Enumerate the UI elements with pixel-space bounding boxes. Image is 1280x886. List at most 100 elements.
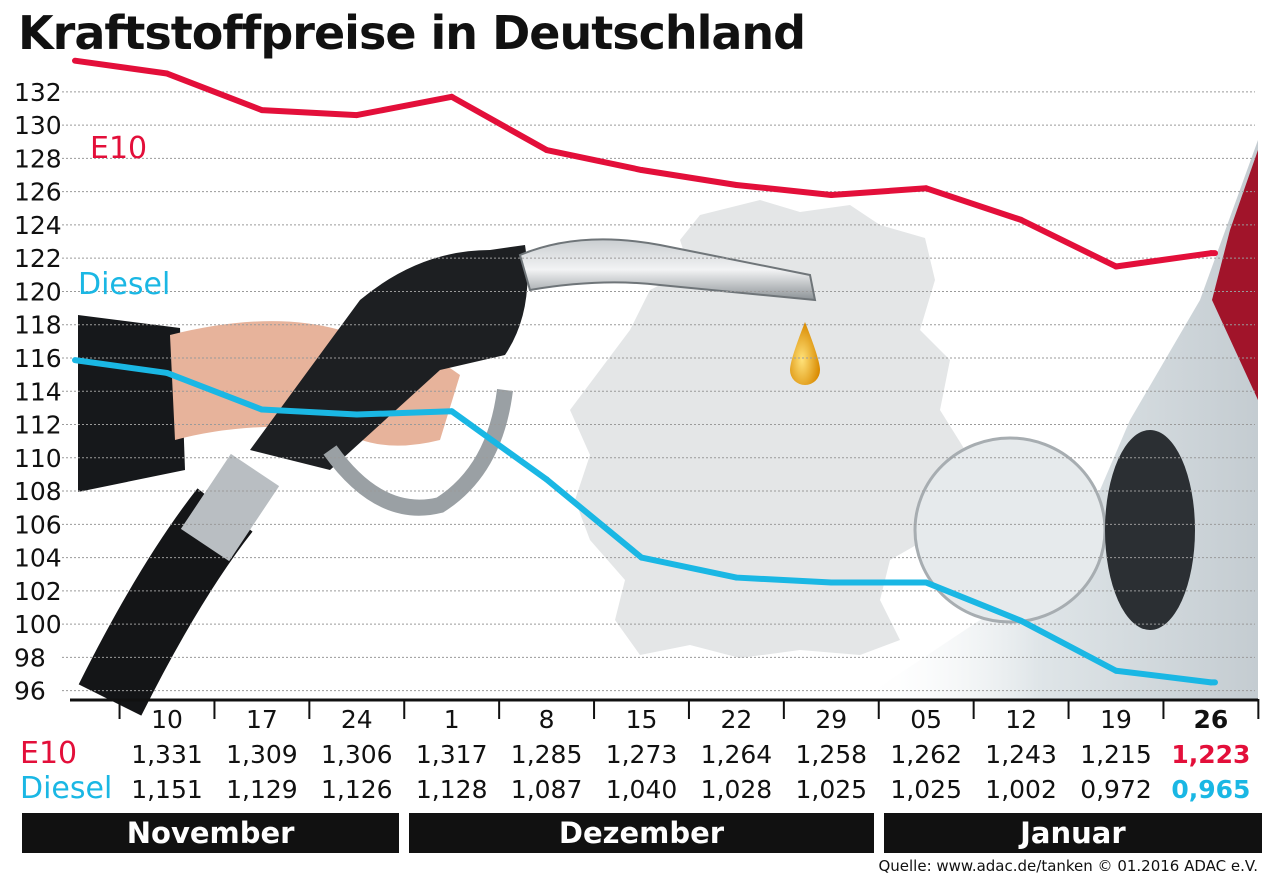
data-point-e10 xyxy=(638,167,645,174)
data-point-e10 xyxy=(828,191,835,198)
y-axis-ticks: 132 130 128 126 124 122 120 118 116 114 112 110 108 1… xyxy=(14,78,62,706)
data-label-e10: 1,309 xyxy=(226,740,298,769)
data-point-e10 xyxy=(353,112,360,119)
series-line-diesel xyxy=(72,357,1218,686)
car-taillight xyxy=(1212,150,1258,400)
month-bar-dezember: Dezember xyxy=(409,813,874,853)
fuel-flap xyxy=(913,436,1107,624)
data-point-diesel xyxy=(1113,667,1119,674)
data-point-diesel xyxy=(353,411,360,418)
month-bar-november: November xyxy=(22,813,400,853)
y-tick-label: 112 xyxy=(14,411,62,440)
x-tick-label: 05 xyxy=(910,705,942,734)
data-point-diesel xyxy=(733,574,740,581)
data-label-e10: 1,273 xyxy=(606,740,678,769)
y-tick-label: 100 xyxy=(14,610,62,639)
data-label-diesel: 1,129 xyxy=(226,775,298,804)
y-tick-label: 104 xyxy=(14,544,62,573)
data-label-diesel: 1,126 xyxy=(321,775,393,804)
data-point-diesel xyxy=(1207,679,1214,686)
data-point-e10 xyxy=(258,107,265,114)
data-point-e10 xyxy=(733,181,740,188)
x-tick-label: 15 xyxy=(626,705,658,734)
y-tick-label: 126 xyxy=(14,178,62,207)
x-tick-label: 12 xyxy=(1005,705,1037,734)
data-point-diesel xyxy=(543,476,550,483)
y-tick-label: 116 xyxy=(14,344,62,373)
germany-map-silhouette xyxy=(570,200,965,658)
data-label-e10: 1,243 xyxy=(985,740,1057,769)
data-label-diesel: 1,087 xyxy=(511,775,583,804)
x-tick-label: 10 xyxy=(151,705,183,734)
data-label-e10: 1,258 xyxy=(796,740,868,769)
data-point-diesel xyxy=(448,408,455,415)
data-point-e10 xyxy=(164,70,170,77)
hose-collar xyxy=(180,453,280,562)
data-point-diesel xyxy=(164,369,170,376)
y-tick-label: 132 xyxy=(14,78,62,107)
data-point-diesel xyxy=(258,406,265,413)
x-tick-label: 24 xyxy=(341,705,373,734)
series-label-e10: E10 xyxy=(90,131,147,166)
data-point-e10 xyxy=(923,185,930,192)
data-label-diesel: 1,025 xyxy=(890,775,962,804)
y-tick-label: 118 xyxy=(14,311,62,340)
data-point-e10 xyxy=(1207,250,1214,257)
data-label-e10: 1,264 xyxy=(701,740,773,769)
data-label-e10: 1,223 xyxy=(1171,740,1250,769)
x-tick-label: 17 xyxy=(246,705,278,734)
y-tick-label: 130 xyxy=(14,111,62,140)
nozzle-spout xyxy=(518,238,817,302)
data-label-e10: 1,331 xyxy=(131,740,203,769)
y-tick-label: 108 xyxy=(14,477,62,506)
data-point-diesel xyxy=(923,579,930,586)
source-note: Quelle: www.adac.de/tanken © 01.2016 ADA… xyxy=(878,857,1258,875)
chart-title: Kraftstoffpreise in Deutschland xyxy=(18,6,806,60)
data-label-e10: 1,215 xyxy=(1080,740,1152,769)
grid-lines xyxy=(62,91,1255,692)
x-axis: 10 17 24 1 8 15 22 29 05 12 19 26 xyxy=(70,698,1260,734)
row-label-diesel: Diesel xyxy=(20,771,113,806)
background-illustration xyxy=(78,140,1258,716)
y-tick-label: 106 xyxy=(14,510,62,539)
data-label-e10: 1,317 xyxy=(416,740,488,769)
data-point-diesel xyxy=(638,554,645,561)
x-tick-label: 22 xyxy=(720,705,752,734)
y-tick-label: 96 xyxy=(14,677,46,706)
fuel-drop-icon xyxy=(790,322,820,385)
y-tick-label: 114 xyxy=(14,377,62,406)
x-tick-label: 26 xyxy=(1194,705,1229,734)
data-label-diesel: 1,028 xyxy=(701,775,773,804)
month-bar-januar: Januar xyxy=(883,813,1262,853)
data-label-diesel: 1,128 xyxy=(416,775,488,804)
y-tick-label: 120 xyxy=(14,277,62,306)
data-label-diesel: 1,025 xyxy=(796,775,868,804)
data-label-diesel: 1,151 xyxy=(131,775,203,804)
fuel-tank-opening xyxy=(1105,430,1195,630)
data-point-e10 xyxy=(543,147,550,154)
data-label-e10: 1,285 xyxy=(511,740,583,769)
series-lines: E10 Diesel xyxy=(72,57,1218,686)
data-point-diesel xyxy=(1018,617,1025,624)
y-tick-label: 98 xyxy=(14,643,46,672)
data-label-diesel: 0,972 xyxy=(1080,775,1152,804)
value-rows: 1,331 1,309 1,306 1,317 1,285 1,273 1,264 1,258… xyxy=(131,740,1250,804)
y-tick-label: 122 xyxy=(14,244,62,273)
x-tick-label: 29 xyxy=(815,705,847,734)
data-point-e10 xyxy=(448,93,455,100)
data-label-diesel: 0,965 xyxy=(1171,775,1250,804)
x-tick-label: 8 xyxy=(539,705,555,734)
data-point-diesel xyxy=(828,579,835,586)
x-tick-label: 1 xyxy=(444,705,460,734)
data-label-diesel: 1,002 xyxy=(985,775,1057,804)
y-tick-label: 102 xyxy=(14,577,62,606)
suit-sleeve xyxy=(78,315,185,492)
data-point-e10 xyxy=(1113,263,1119,270)
data-label-e10: 1,262 xyxy=(890,740,962,769)
data-label-diesel: 1,040 xyxy=(606,775,678,804)
y-tick-label: 124 xyxy=(14,211,62,240)
data-point-e10 xyxy=(1018,216,1025,223)
x-tick-label: 19 xyxy=(1100,705,1132,734)
pump-trigger-guard xyxy=(323,388,513,516)
